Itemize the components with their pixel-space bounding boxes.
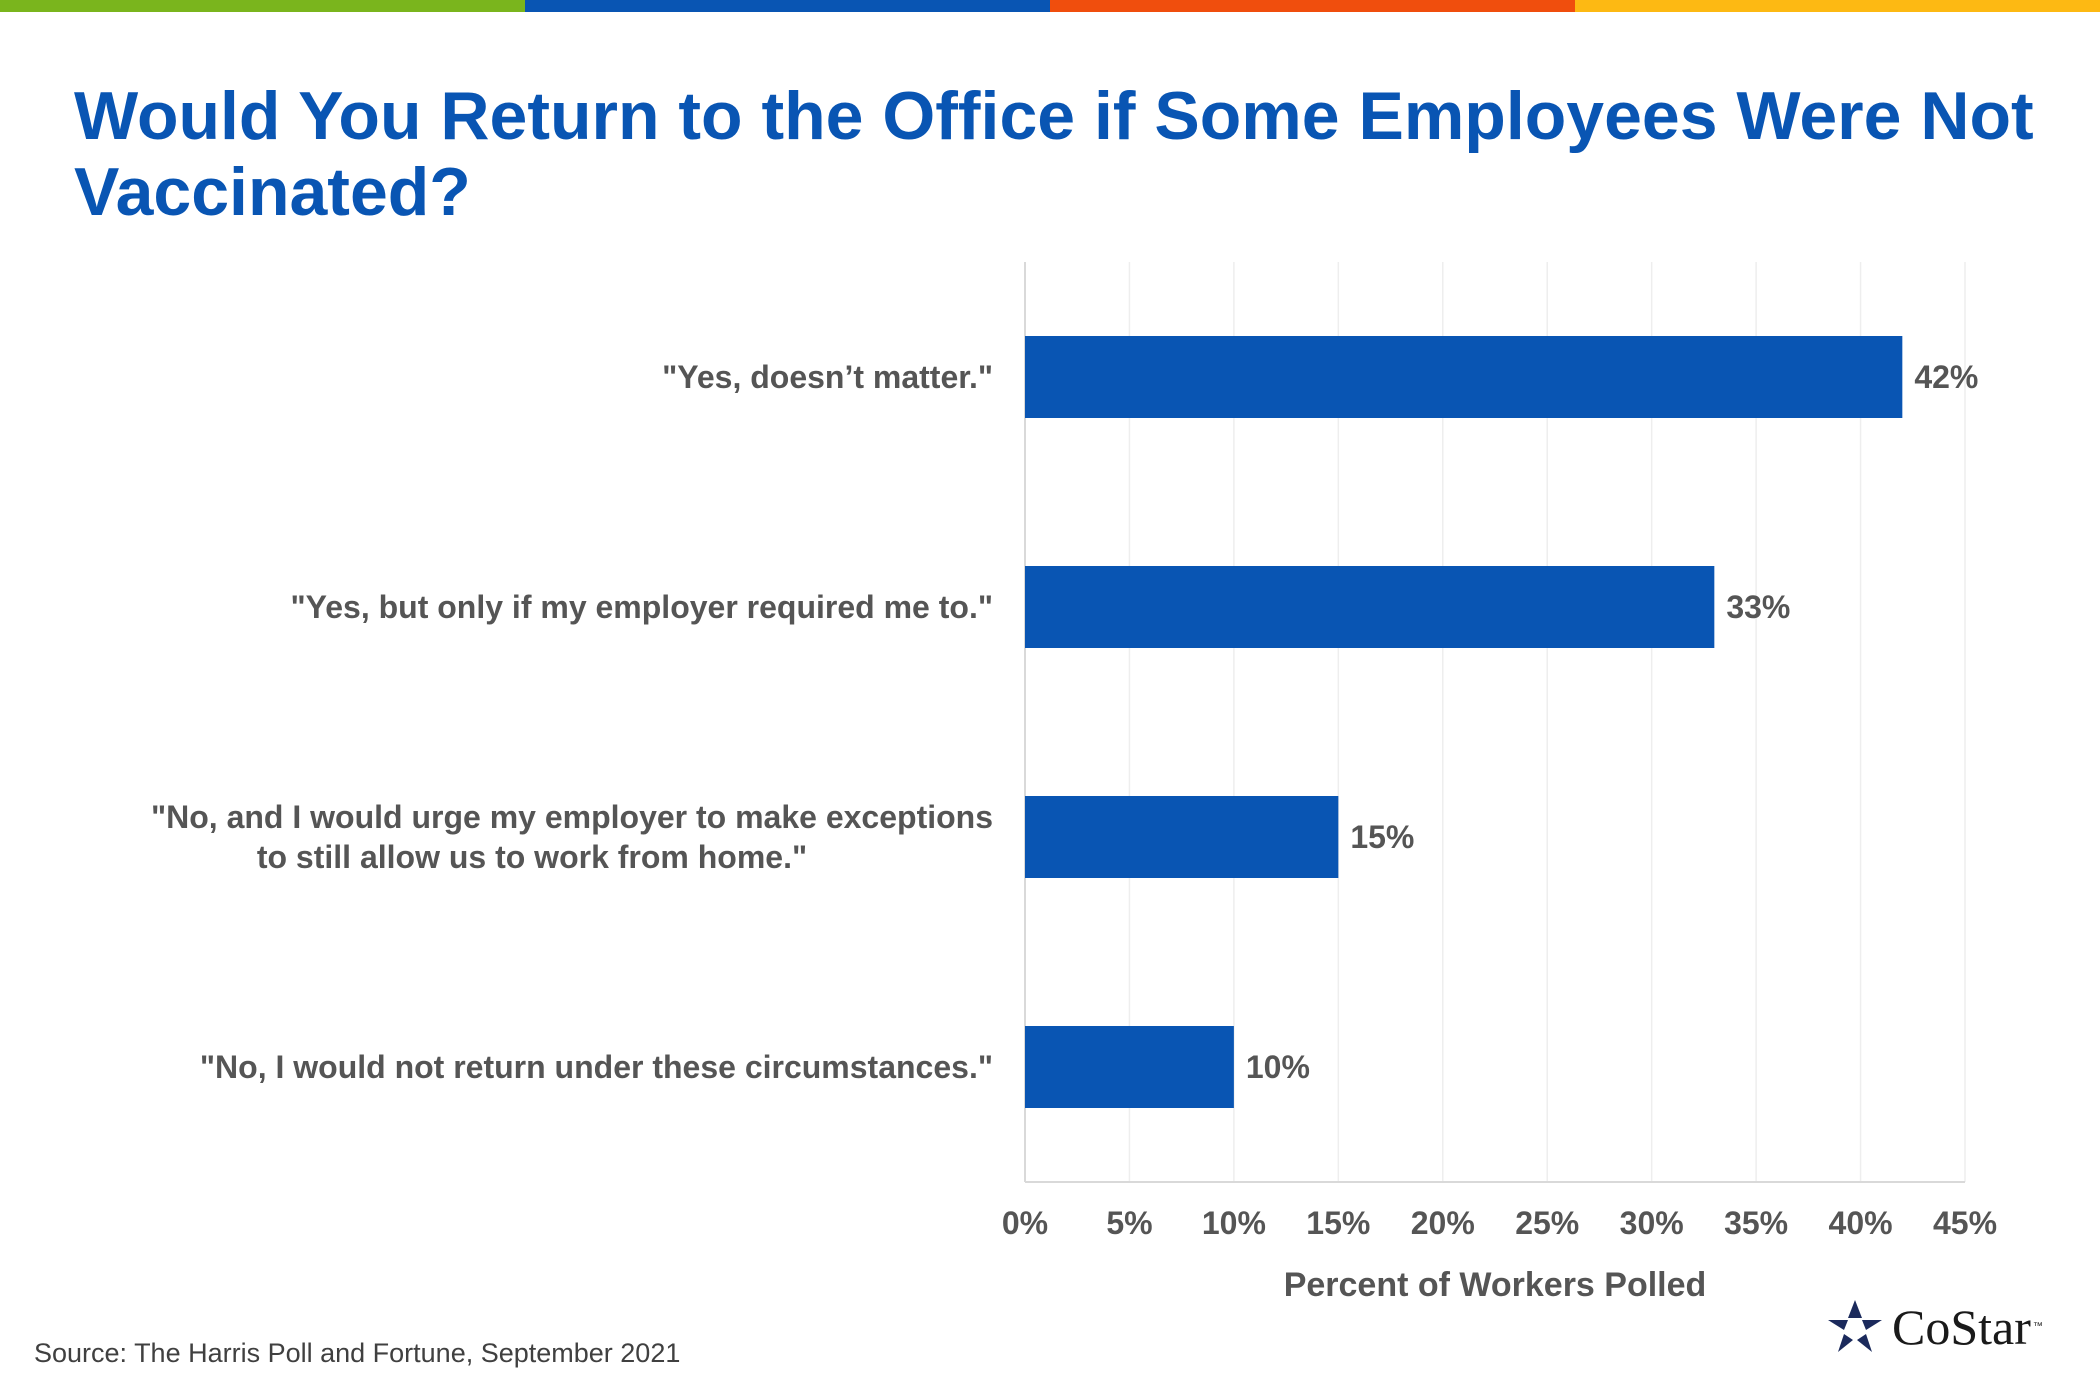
data-label: 10% [1246,1049,1310,1085]
logo-wordmark: CoStar ™ [1892,1299,2043,1355]
stripe-blue [525,0,1050,12]
x-tick-label: 15% [1306,1205,1370,1241]
x-tick-label: 30% [1620,1205,1684,1241]
data-label: 33% [1726,589,1790,625]
bar [1025,1026,1234,1108]
x-tick-label: 5% [1106,1205,1152,1241]
x-tick-label: 20% [1411,1205,1475,1241]
x-tick-label: 25% [1515,1205,1579,1241]
x-tick-label: 45% [1933,1205,1997,1241]
top-color-stripes [0,0,2100,12]
source-note: Source: The Harris Poll and Fortune, Sep… [34,1338,681,1368]
x-tick-label: 40% [1829,1205,1893,1241]
category-label: "Yes, but only if my employer required m… [290,589,993,625]
x-tick-label: 35% [1724,1205,1788,1241]
stripe-yellow [1575,0,2100,12]
category-label: "Yes, doesn’t matter." [662,359,993,395]
stripe-orange [1050,0,1575,12]
stripe-green [0,0,525,12]
data-label: 15% [1350,819,1414,855]
bar [1025,796,1339,878]
data-label: 42% [1914,359,1978,395]
x-axis-label: Percent of Workers Polled [1284,1266,1707,1304]
category-labels: "Yes, doesn’t matter." "Yes, but only if … [151,359,993,1085]
x-tick-labels: 0% 5% 10% 15% 20% 25% 30% 35% 40% 45% [1002,1205,1997,1241]
x-tick-label: 10% [1202,1205,1266,1241]
category-label: "No, and I would urge my employer to mak… [151,799,993,835]
category-label: to still allow us to work from home." [257,839,807,875]
chart-title: Would You Return to the Office if Some E… [74,78,2034,230]
bar [1025,566,1715,648]
bar [1025,336,1903,418]
costar-logo: CoStar ™ [1826,1298,2043,1356]
x-tick-label: 0% [1002,1205,1048,1241]
logo-trademark: ™ [2032,1321,2043,1332]
data-labels: 42% 33% 15% 10% [1246,359,1978,1085]
costar-star-icon [1828,1300,1882,1352]
category-label: "No, I would not return under these circ… [200,1049,993,1085]
bars [1025,336,1903,1108]
